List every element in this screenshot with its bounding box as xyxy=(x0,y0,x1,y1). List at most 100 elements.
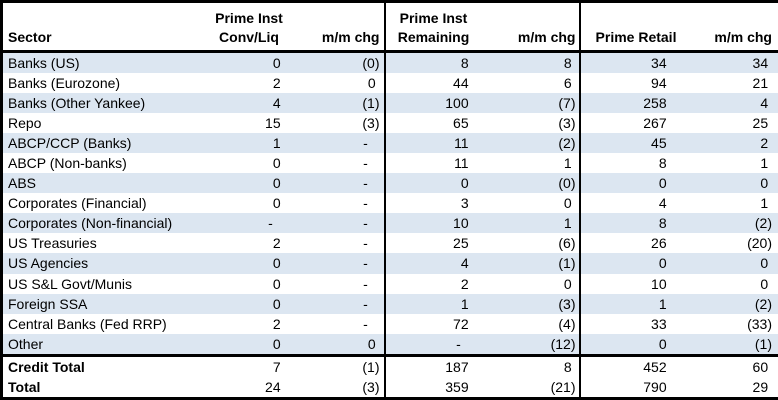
sector-cell: Banks (Eurozone) xyxy=(8,75,121,92)
col-header-prime-inst-conv-liq: Prime Inst Conv/Liq xyxy=(206,1,292,53)
value-cell: - xyxy=(363,155,380,172)
value-cell: 33 xyxy=(578,313,692,334)
table-row: Corporates (Non-financial) - - 10 1 8 (2) xyxy=(1,213,778,234)
col-header-mm-chg-3: m/m chg xyxy=(691,1,778,53)
value-cell: 15 xyxy=(265,115,285,132)
value-cell: 29 xyxy=(752,378,772,395)
value-cell: 11 xyxy=(383,153,482,174)
sector-cell: Credit Total xyxy=(1,353,207,377)
value-cell: (4) xyxy=(558,315,576,332)
value-cell: 0 xyxy=(578,173,692,194)
sector-cell: US Treasuries xyxy=(8,235,97,252)
sector-cell: US S&L Govt/Munis xyxy=(8,275,132,292)
value-cell: 0 xyxy=(206,51,292,74)
sector-cell: Total xyxy=(8,378,41,395)
value-cell: 0 xyxy=(578,333,692,356)
value-cell: (2) xyxy=(691,213,778,234)
col-header-mm-chg-2: m/m chg xyxy=(481,1,580,53)
table-row: Banks (Eurozone) 2 0 44 6 94 21 xyxy=(2,73,778,94)
value-cell: - xyxy=(363,195,380,212)
value-cell: 8 xyxy=(383,51,482,74)
value-cell: 4 xyxy=(691,93,778,114)
value-cell: 452 xyxy=(578,353,692,377)
value-cell: - xyxy=(363,235,380,252)
value-cell: 45 xyxy=(578,133,692,154)
value-cell: 0 xyxy=(272,275,285,292)
value-cell: 2 xyxy=(272,235,285,252)
value-cell: 4 xyxy=(206,93,292,114)
value-cell: 1 xyxy=(578,293,692,314)
sector-cell: Repo xyxy=(8,115,42,132)
value-cell: 25 xyxy=(383,233,482,254)
value-cell: 4 xyxy=(578,193,692,214)
sector-cell: ABCP/CCP (Banks) xyxy=(1,133,207,154)
value-cell: 0 xyxy=(691,253,778,274)
value-cell: (6) xyxy=(558,235,576,252)
header-line-2: Remaining xyxy=(397,29,470,45)
value-cell: 2 xyxy=(383,273,482,294)
value-cell: 60 xyxy=(691,353,778,377)
table-row: ABS 0 - 0 (0) 0 0 xyxy=(1,173,778,194)
value-cell: 0 xyxy=(578,253,692,274)
value-cell: 21 xyxy=(752,75,772,92)
sector-cell: Banks (US) xyxy=(1,51,207,74)
value-cell: 8 xyxy=(578,153,692,174)
header-row: Sector Prime Inst Conv/Liq m/m chg Prime… xyxy=(1,1,778,53)
value-cell: (2) xyxy=(691,293,778,314)
value-cell: 1 xyxy=(206,133,292,154)
value-cell: 187 xyxy=(383,353,482,377)
table-row: US Treasuries 2 - 25 (6) 26 (20) xyxy=(2,233,778,254)
table-row: ABCP (Non-banks) 0 - 11 1 8 1 xyxy=(2,153,778,174)
header-line-1: Prime Inst xyxy=(399,10,468,26)
value-cell: 6 xyxy=(563,75,576,92)
value-cell: 25 xyxy=(752,115,772,132)
value-cell: 0 xyxy=(383,173,482,194)
sector-cell: ABCP (Non-banks) xyxy=(8,155,127,172)
value-cell: (0) xyxy=(481,173,580,194)
value-cell: (1) xyxy=(291,353,385,377)
value-cell: 0 xyxy=(291,333,385,356)
value-cell: 1 xyxy=(563,155,576,172)
value-cell: 94 xyxy=(578,73,692,94)
value-cell: 0 xyxy=(691,173,778,194)
value-cell: - xyxy=(363,315,380,332)
col-header-prime-inst-remaining: Prime Inst Remaining xyxy=(383,1,482,53)
value-cell: 0 xyxy=(206,253,292,274)
value-cell: (7) xyxy=(481,93,580,114)
value-cell: 0 xyxy=(563,195,576,212)
sector-cell: Other xyxy=(1,333,207,356)
table-row: Banks (Other Yankee) 4 (1) 100 (7) 258 4 xyxy=(1,93,778,114)
value-cell: (3) xyxy=(362,115,380,132)
value-cell: 790 xyxy=(578,376,692,399)
col-header-sector: Sector xyxy=(1,1,207,53)
col-header-prime-retail: Prime Retail xyxy=(578,1,692,53)
value-cell: 72 xyxy=(383,313,482,334)
value-cell: 4 xyxy=(383,253,482,274)
value-cell: 10 xyxy=(578,273,692,294)
table-row: Foreign SSA 0 - 1 (3) 1 (2) xyxy=(1,293,778,314)
table-row: US Agencies 0 - 4 (1) 0 0 xyxy=(1,253,778,274)
total-row: Credit Total 7 (1) 187 8 452 60 xyxy=(1,353,778,377)
value-cell: 7 xyxy=(206,353,292,377)
sector-cell: US Agencies xyxy=(1,253,207,274)
value-cell: 65 xyxy=(383,113,482,134)
value-cell: (1) xyxy=(481,253,580,274)
sector-cell: Central Banks (Fed RRP) xyxy=(8,315,167,332)
value-cell: - xyxy=(291,293,385,314)
value-cell: 0 xyxy=(367,75,380,92)
value-cell: 26 xyxy=(578,233,692,254)
value-cell: (3) xyxy=(362,378,380,395)
value-cell: 359 xyxy=(383,376,482,399)
total-row: Total 24 (3) 359 (21) 790 29 xyxy=(2,376,778,399)
sector-cell: Banks (Other Yankee) xyxy=(1,93,207,114)
value-cell: 1 xyxy=(383,293,482,314)
value-cell: 0 xyxy=(272,195,285,212)
value-cell: 0 xyxy=(206,173,292,194)
value-cell: - xyxy=(291,253,385,274)
value-cell: 10 xyxy=(383,213,482,234)
value-cell: 267 xyxy=(578,113,692,134)
table-row: Central Banks (Fed RRP) 2 - 72 (4) 33 (33) xyxy=(2,313,778,334)
table-row: Repo 15 (3) 65 (3) 267 25 xyxy=(2,113,778,134)
value-cell: 8 xyxy=(578,213,692,234)
